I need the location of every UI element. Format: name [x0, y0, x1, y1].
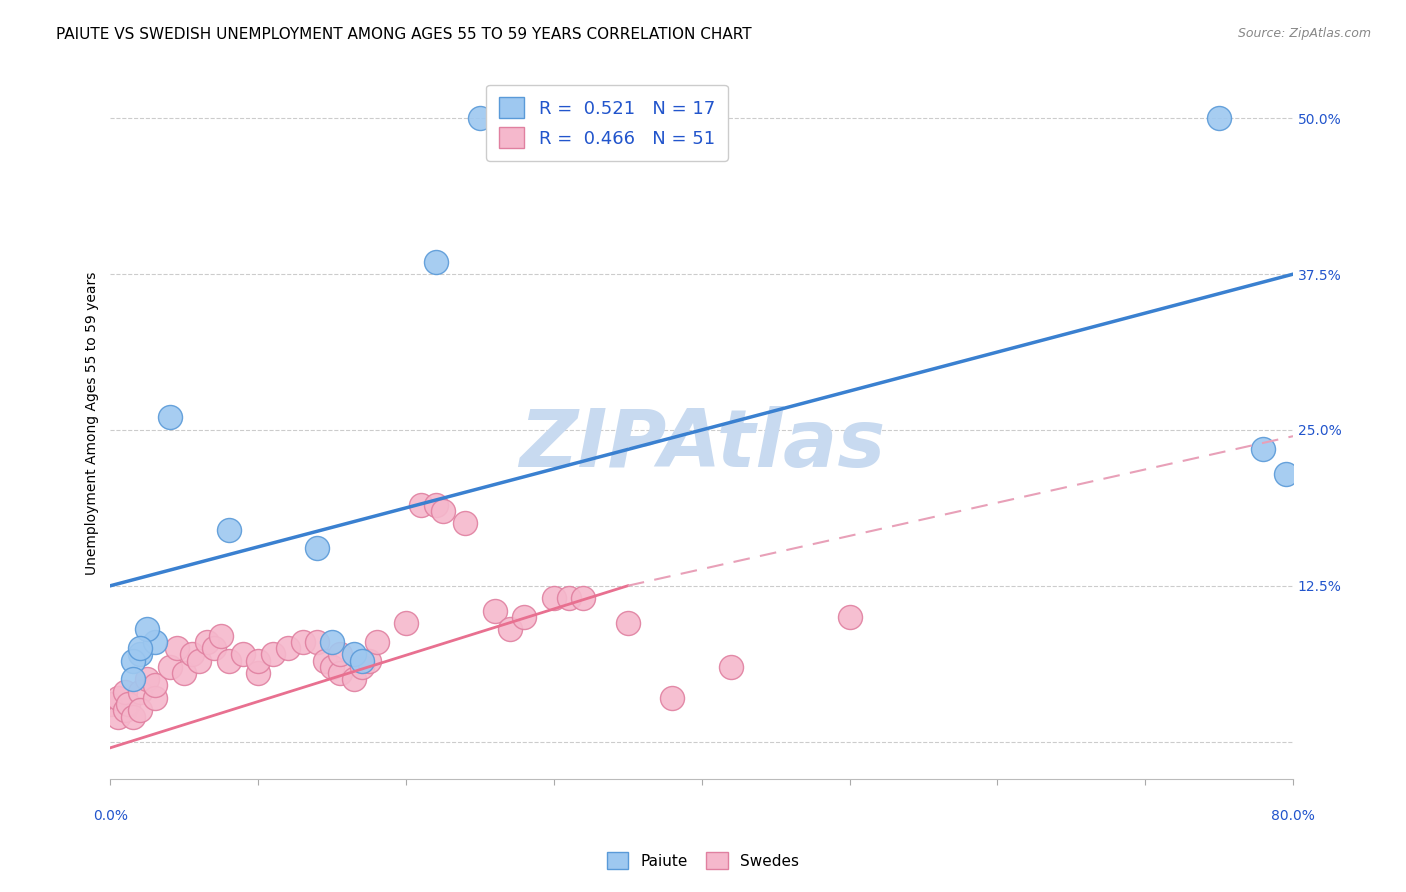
Y-axis label: Unemployment Among Ages 55 to 59 years: Unemployment Among Ages 55 to 59 years	[86, 272, 100, 575]
Point	[661, 690, 683, 705]
Point	[617, 616, 640, 631]
Point	[277, 641, 299, 656]
Point	[202, 641, 225, 656]
Point	[247, 665, 270, 680]
Point	[143, 690, 166, 705]
Point	[425, 498, 447, 512]
Point	[328, 665, 350, 680]
Point	[291, 635, 314, 649]
Legend: Paiute, Swedes: Paiute, Swedes	[600, 846, 806, 875]
Point	[1253, 442, 1275, 456]
Point	[1208, 112, 1230, 126]
Point	[432, 504, 454, 518]
Point	[129, 648, 152, 662]
Point	[247, 653, 270, 667]
Point	[321, 659, 343, 673]
Point	[107, 709, 129, 723]
Point	[1274, 467, 1296, 481]
Point	[350, 653, 373, 667]
Point	[543, 591, 565, 606]
Point	[100, 697, 122, 711]
Point	[159, 659, 181, 673]
Point	[121, 672, 143, 686]
Point	[720, 659, 742, 673]
Point	[468, 112, 491, 126]
Text: Source: ZipAtlas.com: Source: ZipAtlas.com	[1237, 27, 1371, 40]
Text: PAIUTE VS SWEDISH UNEMPLOYMENT AMONG AGES 55 TO 59 YEARS CORRELATION CHART: PAIUTE VS SWEDISH UNEMPLOYMENT AMONG AGE…	[56, 27, 752, 42]
Point	[409, 498, 432, 512]
Point	[395, 616, 418, 631]
Point	[557, 591, 579, 606]
Point	[366, 635, 388, 649]
Point	[513, 610, 536, 624]
Point	[129, 703, 152, 717]
Point	[218, 653, 240, 667]
Point	[129, 684, 152, 698]
Point	[121, 653, 143, 667]
Point	[328, 648, 350, 662]
Point	[195, 635, 218, 649]
Point	[143, 678, 166, 692]
Point	[114, 684, 136, 698]
Point	[117, 697, 139, 711]
Legend: R =  0.521   N = 17, R =  0.466   N = 51: R = 0.521 N = 17, R = 0.466 N = 51	[486, 85, 728, 161]
Point	[188, 653, 211, 667]
Point	[166, 641, 188, 656]
Point	[121, 709, 143, 723]
Point	[232, 648, 254, 662]
Point	[425, 254, 447, 268]
Point	[159, 410, 181, 425]
Point	[107, 690, 129, 705]
Point	[484, 604, 506, 618]
Point	[143, 635, 166, 649]
Point	[114, 703, 136, 717]
Point	[572, 591, 595, 606]
Point	[218, 523, 240, 537]
Point	[350, 659, 373, 673]
Point	[173, 665, 195, 680]
Point	[454, 516, 477, 531]
Point	[314, 653, 336, 667]
Text: 0.0%: 0.0%	[93, 809, 128, 823]
Point	[136, 672, 159, 686]
Point	[321, 635, 343, 649]
Point	[129, 641, 152, 656]
Point	[307, 541, 329, 556]
Text: ZIPAtlas: ZIPAtlas	[519, 406, 884, 484]
Point	[359, 653, 381, 667]
Point	[838, 610, 860, 624]
Point	[180, 648, 202, 662]
Point	[136, 623, 159, 637]
Point	[343, 672, 366, 686]
Point	[498, 623, 520, 637]
Point	[262, 648, 284, 662]
Point	[343, 648, 366, 662]
Point	[209, 629, 232, 643]
Text: 80.0%: 80.0%	[1271, 809, 1315, 823]
Point	[307, 635, 329, 649]
